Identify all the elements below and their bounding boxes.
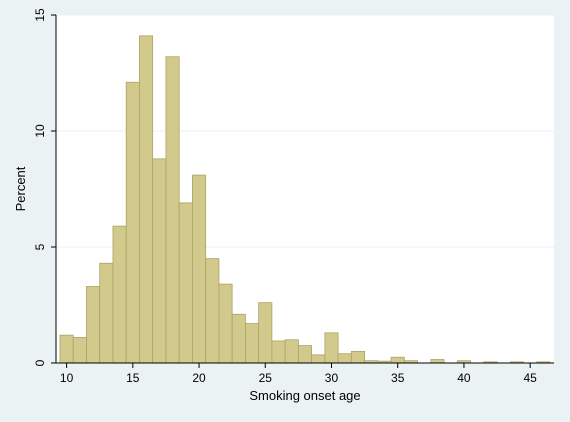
x-tick-label: 15 [126,371,140,385]
x-tick-label: 30 [325,371,339,385]
x-ticks: 10 15 20 25 30 35 40 45 [60,363,537,385]
y-tick-label: 15 [33,8,47,22]
histogram-bar [311,354,326,364]
bars [59,35,551,364]
histogram-bar [297,345,313,364]
x-tick-label: 40 [457,371,471,385]
histogram-bar [59,334,74,364]
histogram-bar [324,332,339,364]
histogram-bar [390,356,405,364]
histogram-bar [152,158,167,364]
histogram-bar [231,313,246,364]
y-tick-label: 0 [33,359,47,366]
histogram-bar [165,56,180,364]
histogram-bar [178,202,193,364]
histogram-bar [99,262,114,364]
histogram-bar [430,359,445,364]
y-ticks: 0 5 10 15 [33,8,56,366]
x-tick-label: 10 [60,371,74,385]
histogram-bar [139,35,154,364]
histogram-bar [244,323,260,364]
y-tick-label: 5 [33,243,47,250]
x-tick-label: 45 [523,371,537,385]
histogram-bar [337,353,352,364]
x-tick-label: 25 [259,371,273,385]
x-tick-label: 20 [192,371,206,385]
x-tick-label: 35 [391,371,405,385]
y-tick-label: 10 [33,124,47,138]
histogram-bar [271,340,286,364]
y-axis-label: Percent [13,166,28,211]
histogram-bar [72,337,87,364]
histogram-bar [350,350,366,364]
histogram-bar [218,283,233,364]
histogram-bar [258,302,273,364]
histogram-bar [112,225,127,364]
histogram-bar [192,174,207,364]
histogram-bar [205,258,220,364]
x-axis-label: Smoking onset age [249,388,360,403]
histogram-bar [284,339,299,364]
histogram-bar [125,81,140,364]
histogram-bar [86,286,101,364]
